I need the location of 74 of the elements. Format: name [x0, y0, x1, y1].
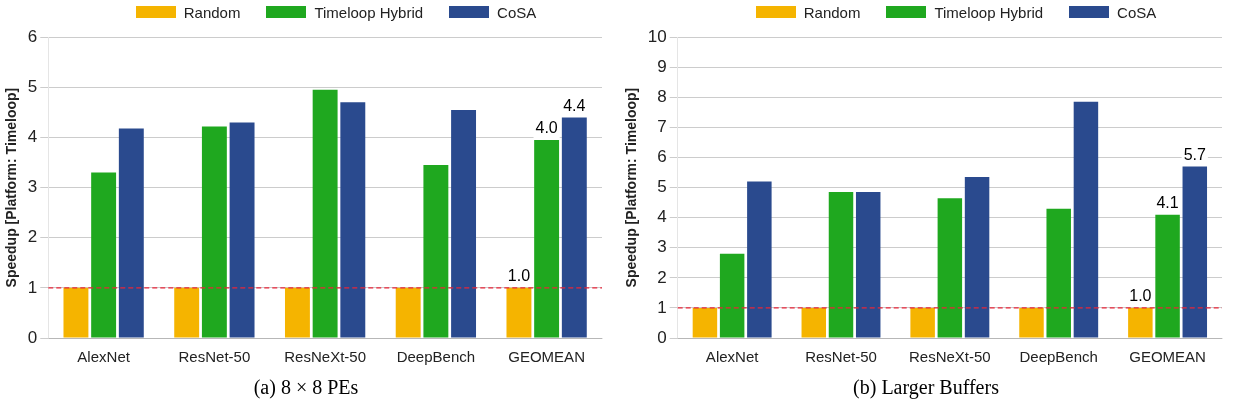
- y-tick-label: 8: [657, 87, 667, 107]
- y-tick-label: 5: [657, 177, 667, 197]
- legend-label: Random: [183, 3, 241, 21]
- x-tick-label: AlexNet: [705, 348, 760, 366]
- bar: [719, 253, 745, 338]
- bar: [423, 165, 449, 338]
- y-tick-label: 4: [27, 127, 38, 147]
- bar: [91, 172, 117, 338]
- data-label: 4.1: [1156, 194, 1179, 212]
- y-tick-label: 0: [27, 327, 38, 347]
- y-tick-label: 2: [657, 267, 667, 287]
- bar: [937, 198, 963, 338]
- bar: [1155, 214, 1180, 338]
- x-tick-label: AlexNet: [77, 348, 131, 366]
- bar: [201, 126, 227, 338]
- bar: [312, 89, 338, 338]
- bar: [692, 307, 718, 338]
- data-label: 4.0: [535, 119, 558, 137]
- y-tick-label: 1: [657, 297, 667, 317]
- y-tick-label: 6: [27, 26, 38, 46]
- y-tick-label: 0: [657, 327, 667, 347]
- text: (a) 8 × 8 PEs: [253, 376, 359, 399]
- y-tick-label: 3: [657, 237, 667, 257]
- bar: [340, 102, 366, 338]
- y-tick-label: 4: [657, 207, 667, 227]
- legend-label: Timeloop Hybrid: [314, 3, 424, 21]
- bar: [747, 181, 772, 338]
- bar: [395, 287, 421, 338]
- x-tick-label: ResNet-50: [178, 348, 251, 366]
- legend-label: Random: [803, 3, 861, 21]
- bar: [828, 192, 854, 338]
- bar: [561, 117, 587, 338]
- bar: [284, 287, 310, 338]
- legend-label: CoSA: [497, 3, 537, 21]
- bar: [1182, 166, 1208, 338]
- text: (b) Larger Buffers: [853, 376, 999, 399]
- bar: [964, 177, 990, 338]
- legend-label: CoSA: [1117, 3, 1157, 21]
- data-label: 1.0: [507, 267, 531, 285]
- bar: [1128, 307, 1153, 338]
- x-tick-label: ResNet-50: [805, 348, 877, 366]
- y-tick-label: 1: [27, 277, 38, 297]
- y-tick-label: 6: [657, 147, 667, 167]
- y-tick-label: 5: [27, 77, 38, 97]
- bar: [174, 287, 200, 338]
- bar: [801, 307, 827, 338]
- bar: [855, 192, 881, 338]
- data-label: 1.0: [1129, 287, 1152, 305]
- y-tick-label: 2: [27, 227, 38, 247]
- legend-label: Timeloop Hybrid: [934, 3, 1044, 21]
- bar: [63, 287, 89, 338]
- y-tick-label: 9: [657, 56, 667, 76]
- x-tick-label: GEOMEAN: [508, 348, 585, 366]
- x-tick-label: GEOMEAN: [1129, 348, 1206, 366]
- bar: [451, 109, 477, 338]
- y-axis-title: Speedup [Platform: Timeloop]: [623, 87, 640, 288]
- x-tick-label: DeepBench: [396, 348, 476, 366]
- bar: [1073, 101, 1099, 338]
- data-label: 5.7: [1183, 145, 1206, 163]
- bar: [910, 307, 935, 338]
- bar: [118, 128, 144, 338]
- bar: [1046, 208, 1071, 338]
- bar: [506, 287, 532, 338]
- y-tick-label: 3: [27, 177, 38, 197]
- x-tick-label: DeepBench: [1019, 348, 1098, 366]
- bar: [1019, 307, 1044, 338]
- bar: [534, 139, 560, 338]
- y-tick-label: 7: [657, 117, 667, 137]
- data-label: 4.4: [563, 96, 586, 114]
- bar: [229, 122, 255, 338]
- y-tick-label: 10: [647, 26, 667, 46]
- x-tick-label: ResNeXt-50: [909, 348, 991, 366]
- y-axis-title: Speedup [Platform: Timeloop]: [3, 87, 20, 288]
- x-tick-label: ResNeXt-50: [284, 348, 366, 366]
